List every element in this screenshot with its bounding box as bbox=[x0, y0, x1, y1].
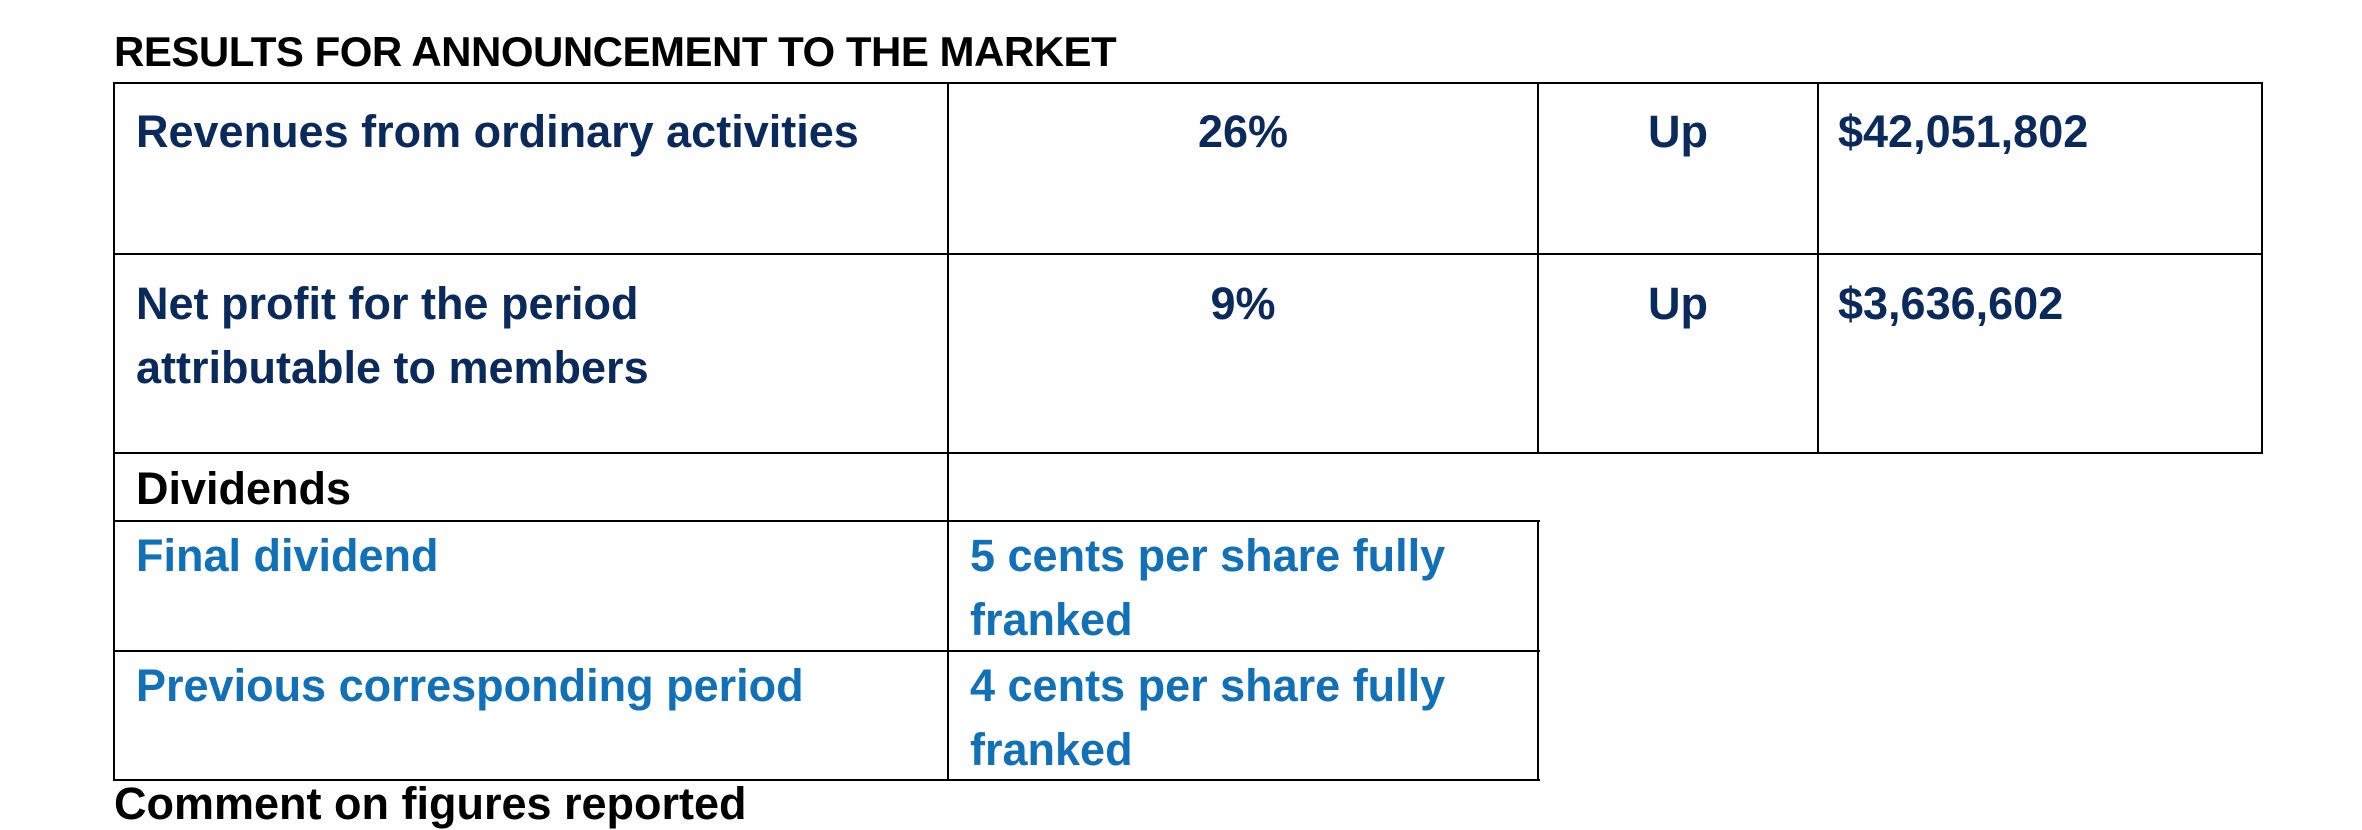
net-profit-change: 9% bbox=[1210, 278, 1276, 329]
dividends-title: Dividends bbox=[136, 463, 352, 514]
table-border-col2-upper bbox=[1537, 82, 1539, 454]
revenue-amount: $42,051,802 bbox=[1838, 106, 2089, 157]
net-profit-label: Net profit for the period attributable t… bbox=[114, 256, 948, 452]
table-border-col2-lower bbox=[1537, 520, 1539, 781]
table-border-left bbox=[113, 82, 115, 781]
table-border-top bbox=[113, 82, 2263, 84]
table-border-col3 bbox=[1817, 82, 1819, 454]
final-dividend-value: 5 cents per share fully franked bbox=[948, 522, 1538, 650]
revenue-direction: Up bbox=[1648, 106, 1708, 157]
net-profit-label-line2: attributable to members bbox=[136, 342, 649, 393]
final-dividend-label: Final dividend bbox=[136, 530, 439, 581]
table-border-final bbox=[113, 650, 1540, 652]
revenue-label: Revenues from ordinary activities bbox=[136, 106, 859, 157]
revenue-change: 26% bbox=[1197, 106, 1289, 157]
results-heading: RESULTS FOR ANNOUNCEMENT TO THE MARKET bbox=[114, 28, 1117, 75]
previous-period-label: Previous corresponding period bbox=[136, 660, 804, 711]
final-dividend-value-line2: franked bbox=[970, 594, 1133, 645]
table-border-row2 bbox=[113, 452, 2263, 454]
comment-heading-cutoff: Comment on figures reported bbox=[114, 778, 747, 829]
previous-period-value-line2: franked bbox=[970, 724, 1133, 775]
previous-period-value-line1: 4 cents per share fully bbox=[970, 660, 1446, 711]
table-border-col1 bbox=[947, 82, 949, 781]
net-profit-label-line1: Net profit for the period bbox=[136, 278, 639, 329]
net-profit-amount: $3,636,602 bbox=[1838, 278, 2064, 329]
table-border-bottom bbox=[113, 779, 1540, 781]
net-profit-direction: Up bbox=[1648, 278, 1708, 329]
final-dividend-value-line1: 5 cents per share fully bbox=[970, 530, 1446, 581]
table-border-dividends bbox=[113, 520, 1540, 522]
table-border-right bbox=[2261, 82, 2263, 454]
table-border-row1 bbox=[113, 253, 2263, 255]
previous-period-value: 4 cents per share fully franked bbox=[948, 652, 1538, 780]
